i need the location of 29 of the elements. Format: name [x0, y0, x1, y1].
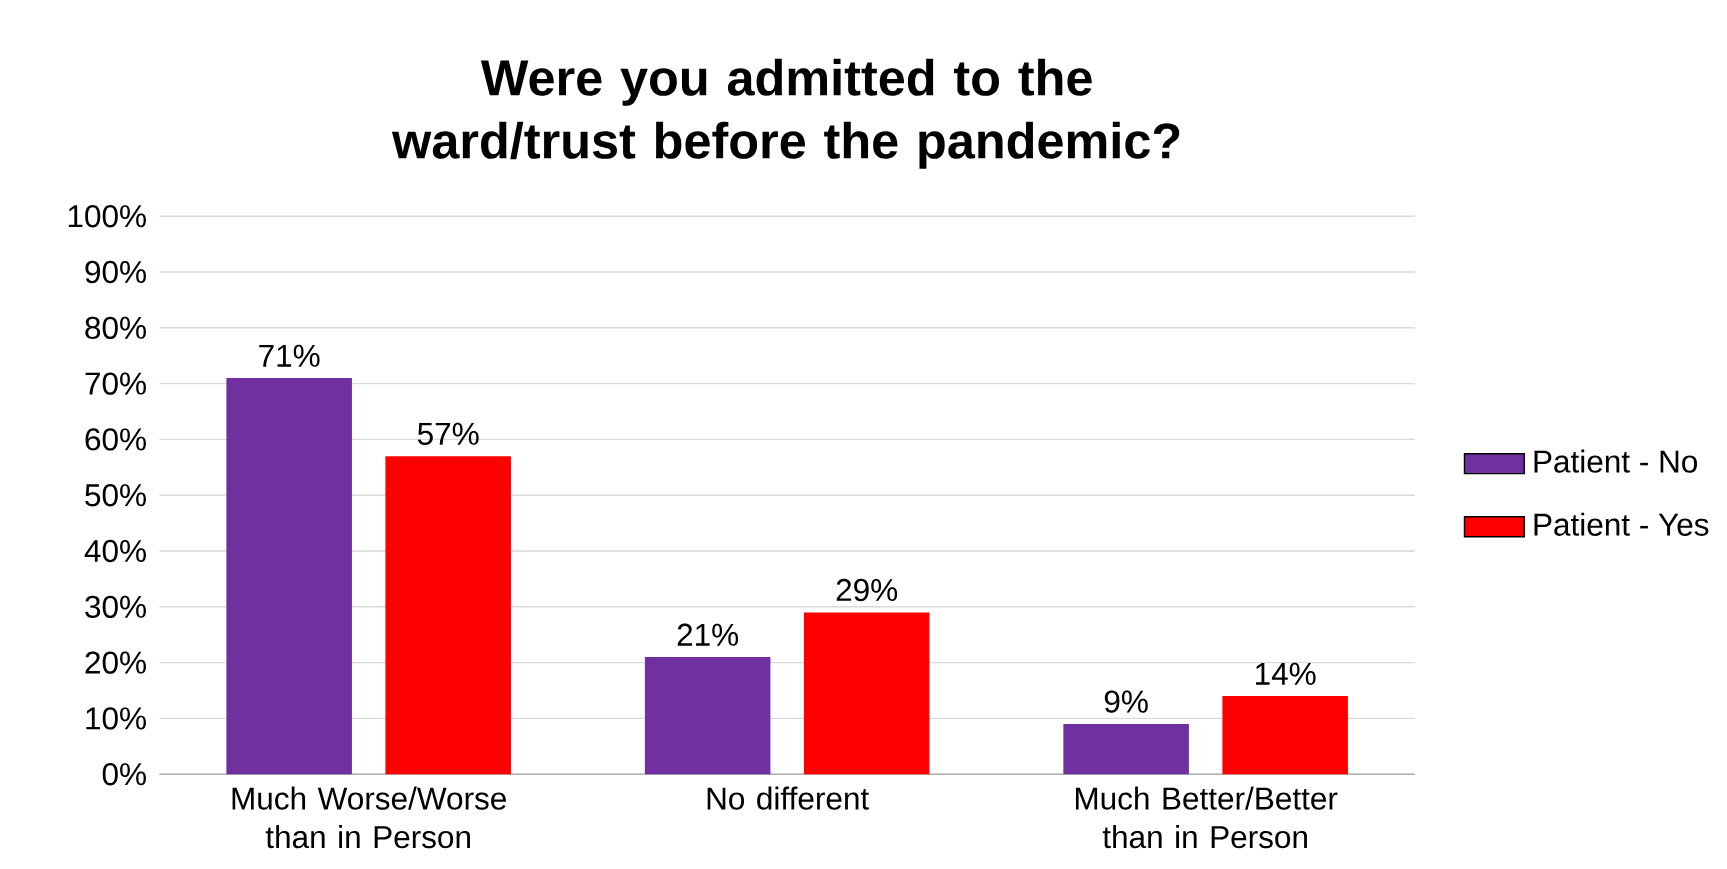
chart-title: Were you admitted to the ward/trust before the pandemic? [391, 58, 1180, 169]
y-tick-label: 20% [85, 651, 146, 674]
data-label: 57% [417, 422, 479, 446]
x-tick-label: No different [707, 786, 869, 810]
data-label: 14% [1256, 662, 1316, 685]
y-tick-label: 100% [68, 205, 146, 228]
y-tick-label: 40% [84, 539, 146, 563]
data-label: 71% [259, 344, 320, 367]
bar [226, 378, 352, 775]
y-tick-label: 60% [85, 428, 146, 451]
legend-label: Patient - Yes [1534, 512, 1709, 536]
data-label: 29% [836, 578, 898, 602]
y-tick-label: 80% [85, 316, 146, 340]
data-label: 21% [677, 623, 739, 646]
data-label: 9% [1104, 690, 1148, 713]
y-tick-label: 10% [86, 707, 146, 730]
x-tick-label: Much Worse/Worse than in Person [232, 786, 506, 849]
x-tick-label: Much Better/Better than in Person [1075, 786, 1338, 849]
bar [644, 657, 771, 775]
y-tick-label: 70% [85, 372, 146, 395]
y-tick-label: 30% [85, 595, 146, 619]
y-tick-label: 0% [102, 763, 146, 786]
bar [1222, 696, 1348, 775]
y-tick-label: 90% [85, 260, 146, 284]
bar [803, 612, 930, 775]
bar [1063, 724, 1189, 775]
legend-label: Patient - No [1534, 449, 1698, 473]
y-tick-label: 50% [85, 484, 146, 507]
bar [385, 456, 511, 775]
